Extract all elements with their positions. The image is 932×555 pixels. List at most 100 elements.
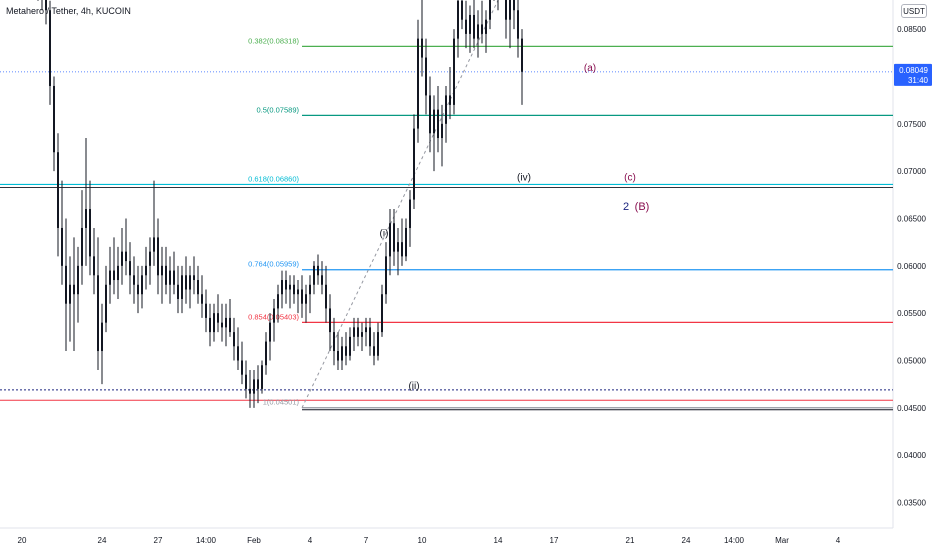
candle-body — [461, 0, 463, 20]
y-tick-label: 0.05000 — [897, 356, 926, 365]
fib-level-label: 1(0.04501) — [263, 398, 300, 407]
candle-body — [365, 327, 367, 333]
x-tick-label: 24 — [682, 536, 691, 545]
candle-body — [317, 265, 319, 276]
candle-body — [349, 336, 351, 356]
x-tick-label: 27 — [154, 536, 163, 545]
candle-body — [369, 327, 371, 347]
candle-body — [81, 227, 83, 266]
y-tick-label: 0.06500 — [897, 214, 926, 223]
candle-body — [345, 346, 347, 356]
candle-body — [357, 327, 359, 337]
candle-body — [405, 227, 407, 257]
candle-body — [189, 275, 191, 290]
candle-body — [305, 294, 307, 304]
candle-body — [213, 313, 215, 333]
candle-body — [125, 251, 127, 262]
wave-label: (c) — [624, 173, 636, 184]
candle-body — [469, 14, 471, 34]
x-tick-label: Mar — [775, 536, 789, 545]
candle-body — [417, 38, 419, 129]
candle-body — [169, 270, 171, 285]
candle-body — [313, 265, 315, 285]
candle-body — [385, 256, 387, 295]
candle-body — [337, 351, 339, 361]
candle-body — [177, 284, 179, 299]
y-tick-label: 0.03500 — [897, 499, 926, 508]
candle-body — [377, 332, 379, 356]
candle-countdown: 31:40 — [908, 76, 929, 85]
candle-body — [505, 0, 507, 20]
candle-body — [165, 265, 167, 285]
fib-level-label: 0.618(0.06860) — [248, 174, 299, 183]
candle-body — [249, 388, 251, 394]
candle-body — [85, 209, 87, 228]
candle-body — [449, 95, 451, 105]
current-price-badge[interactable] — [894, 63, 932, 86]
candle-body — [193, 275, 195, 281]
y-tick-label: 0.08500 — [897, 25, 926, 34]
candle-body — [137, 284, 139, 295]
candle-body — [97, 275, 99, 352]
candle-body — [513, 0, 515, 11]
candle-body — [105, 284, 107, 323]
candle-body — [161, 265, 163, 276]
wave-label: (iv) — [517, 173, 531, 184]
candle-body — [321, 275, 323, 285]
chart-title: Metahero / Tether, 4h, KUCOIN — [6, 6, 131, 16]
candle-body — [261, 365, 263, 389]
fib-level-label: 0.5(0.07589) — [256, 105, 299, 114]
candle-body — [465, 19, 467, 34]
candle-body — [57, 152, 59, 228]
candle-body — [113, 270, 115, 281]
candle-body — [109, 270, 111, 285]
candle-body — [273, 308, 275, 323]
candle-body — [93, 256, 95, 276]
candle-body — [121, 251, 123, 266]
wave-label: 2 — [623, 201, 629, 213]
candle-body — [69, 284, 71, 304]
candle-body — [485, 19, 487, 34]
x-tick-label: 4 — [308, 536, 313, 545]
candle-body — [381, 294, 383, 333]
x-tick-label: 7 — [364, 536, 369, 545]
wave-label: (i) — [380, 228, 389, 239]
wave-label: (a) — [584, 63, 596, 74]
candle-body — [325, 284, 327, 309]
candle-body — [61, 227, 63, 266]
fib-level-label: 0.764(0.05959) — [248, 260, 299, 269]
candle-body — [217, 313, 219, 323]
x-tick-label: 24 — [98, 536, 107, 545]
candle-body — [333, 332, 335, 352]
candle-body — [209, 317, 211, 333]
candle-body — [245, 374, 247, 389]
candle-body — [341, 346, 343, 361]
candle-body — [397, 242, 399, 252]
candle-body — [293, 284, 295, 295]
candle-body — [433, 109, 435, 134]
candle-body — [281, 280, 283, 295]
candle-body — [517, 10, 519, 39]
candle-body — [73, 284, 75, 295]
wave-label: (B) — [635, 201, 650, 213]
currency-badge[interactable]: USDT — [901, 4, 927, 18]
candle-body — [269, 322, 271, 342]
trend-line[interactable] — [301, 0, 582, 409]
x-tick-label: 4 — [836, 536, 841, 545]
candle-body — [437, 109, 439, 139]
candle-body — [89, 209, 91, 257]
candle-body — [445, 95, 447, 124]
candle-body — [401, 242, 403, 257]
candle-body — [453, 38, 455, 105]
fib-level-label: 0.382(0.08318) — [248, 36, 299, 45]
candle-body — [229, 317, 231, 333]
x-tick-label: 21 — [626, 536, 635, 545]
candle-body — [53, 85, 55, 153]
candle-body — [181, 275, 183, 299]
candle-body — [409, 199, 411, 228]
candle-body — [133, 275, 135, 285]
candle-body — [509, 0, 511, 20]
candle-body — [393, 223, 395, 252]
